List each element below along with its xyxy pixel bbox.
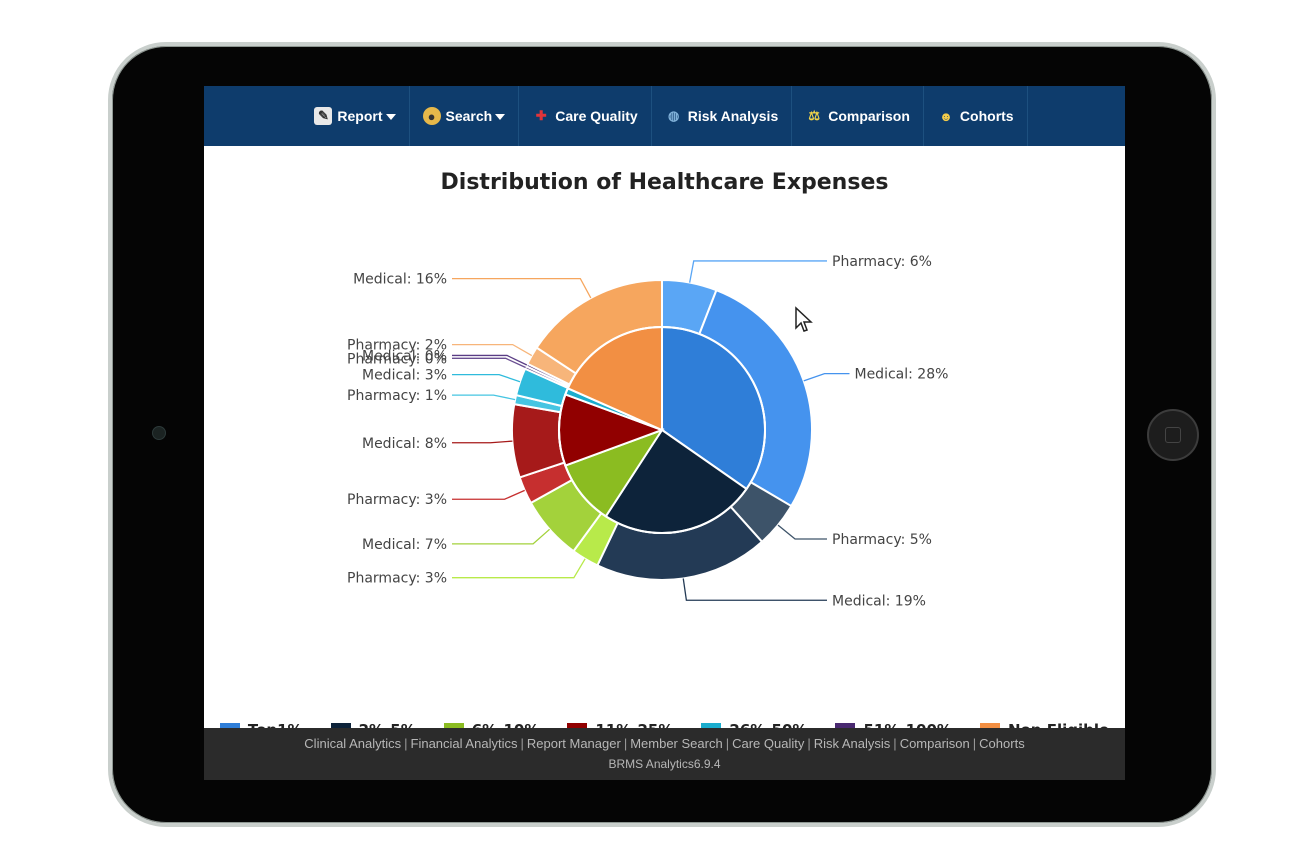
pie-label-connector — [452, 357, 526, 369]
chevron-down-icon — [385, 114, 396, 120]
chevron-down-icon — [495, 114, 506, 120]
nav-cohorts-label: Cohorts — [959, 108, 1014, 124]
footer-version: BRMS Analytics6.9.4 — [608, 757, 721, 771]
footer-separator: | — [807, 736, 811, 751]
home-button[interactable] — [1147, 409, 1199, 461]
pie-data-label: Pharmacy: 3% — [347, 571, 447, 587]
footer-link-comparison[interactable]: Comparison — [899, 736, 970, 751]
pie-label-connector — [452, 343, 533, 357]
pie-data-label: Pharmacy: 0% — [347, 351, 447, 367]
pie-inner-border — [558, 326, 766, 534]
pie-label-connector — [682, 578, 827, 601]
report-icon: ✎ — [314, 107, 333, 125]
nav-search-label: Search — [445, 108, 493, 124]
pie-data-label: Medical: 19% — [832, 593, 926, 609]
pie-data-label: Medical: 3% — [362, 368, 447, 384]
footer-link-cohorts[interactable]: Cohorts — [979, 736, 1025, 751]
nav-cohorts[interactable]: ☻ Cohorts — [924, 86, 1028, 146]
footer-separator: | — [404, 736, 408, 751]
mouse-cursor-icon — [795, 306, 813, 332]
footer-links: Clinical Analytics | Financial Analytics | R… — [204, 736, 1125, 751]
nav-care-quality-label: Care Quality — [555, 108, 638, 124]
risk-analysis-icon: ◍ — [668, 108, 680, 123]
pie-label-connector — [803, 372, 850, 382]
footer-link-risk-analysis[interactable]: Risk Analysis — [813, 736, 891, 751]
pie-label-connector — [777, 524, 827, 540]
pie-chart: Pharmacy: 6% Medical: 28% Pharmacy: 5% Medi… — [347, 254, 948, 609]
app-screen: ✎ Report ● Search ✚ Care Quality ◍ Risk … — [204, 86, 1125, 780]
footer-separator: | — [972, 736, 977, 751]
pie-label-connector — [452, 277, 592, 299]
pie-data-label: Pharmacy: 5% — [832, 532, 932, 548]
pie-label-connector — [452, 354, 528, 366]
pie-data-label: Pharmacy: 6% — [832, 254, 932, 270]
pie-data-label: Medical: 8% — [362, 436, 447, 452]
pie-label-connector — [452, 373, 521, 383]
cohorts-icon: ☻ — [939, 108, 953, 124]
comparison-icon: ⚖ — [808, 108, 821, 123]
footer: Clinical Analytics | Financial Analytics | R… — [204, 728, 1125, 780]
pie-data-label: Pharmacy: 2% — [347, 338, 447, 354]
nav-comparison[interactable]: ⚖ Comparison — [792, 86, 924, 146]
nav-risk-analysis[interactable]: ◍ Risk Analysis — [652, 86, 793, 146]
nav-report[interactable]: ✎ Report — [301, 86, 410, 146]
footer-link-clinical-analytics[interactable]: Clinical Analytics — [304, 736, 402, 751]
pie-label-connector — [452, 528, 551, 545]
footer-separator: | — [893, 736, 897, 751]
pie-data-label: Medical: 16% — [353, 272, 447, 288]
pie-data-label: Medical: 0% — [362, 348, 447, 364]
pie-data-label: Medical: 7% — [362, 537, 447, 553]
search-icon: ● — [422, 107, 441, 125]
pie-label-connector — [689, 260, 827, 283]
pie-label-connector — [452, 489, 525, 500]
footer-link-report-manager[interactable]: Report Manager — [526, 736, 621, 751]
footer-separator: | — [520, 736, 524, 751]
pie-data-label: Pharmacy: 1% — [347, 388, 447, 404]
footer-separator: | — [623, 736, 628, 751]
home-square-icon — [1165, 427, 1181, 443]
top-navbar: ✎ Report ● Search ✚ Care Quality ◍ Risk … — [204, 86, 1125, 146]
nav-risk-analysis-label: Risk Analysis — [687, 108, 779, 124]
care-quality-icon: ✚ — [535, 108, 547, 123]
camera-icon — [152, 426, 166, 440]
chart-panel: Distribution of Healthcare Expenses Phar… — [204, 146, 1125, 739]
nav-report-label: Report — [337, 108, 383, 124]
footer-link-member-search[interactable]: Member Search — [630, 736, 723, 751]
footer-link-care-quality[interactable]: Care Quality — [732, 736, 805, 751]
footer-separator: | — [725, 736, 730, 751]
pie-data-label: Pharmacy: 3% — [347, 492, 447, 508]
pie-data-label: Medical: 28% — [854, 367, 948, 383]
nav-care-quality[interactable]: ✚ Care Quality — [519, 86, 652, 146]
pie-label-connector — [452, 558, 586, 579]
chart-title: Distribution of Healthcare Expenses — [440, 170, 889, 195]
pie-label-connector — [452, 440, 513, 444]
pie-label-connector — [452, 394, 516, 401]
footer-link-financial-analytics[interactable]: Financial Analytics — [410, 736, 518, 751]
nav-search[interactable]: ● Search — [410, 86, 520, 146]
nav-comparison-label: Comparison — [828, 108, 910, 124]
